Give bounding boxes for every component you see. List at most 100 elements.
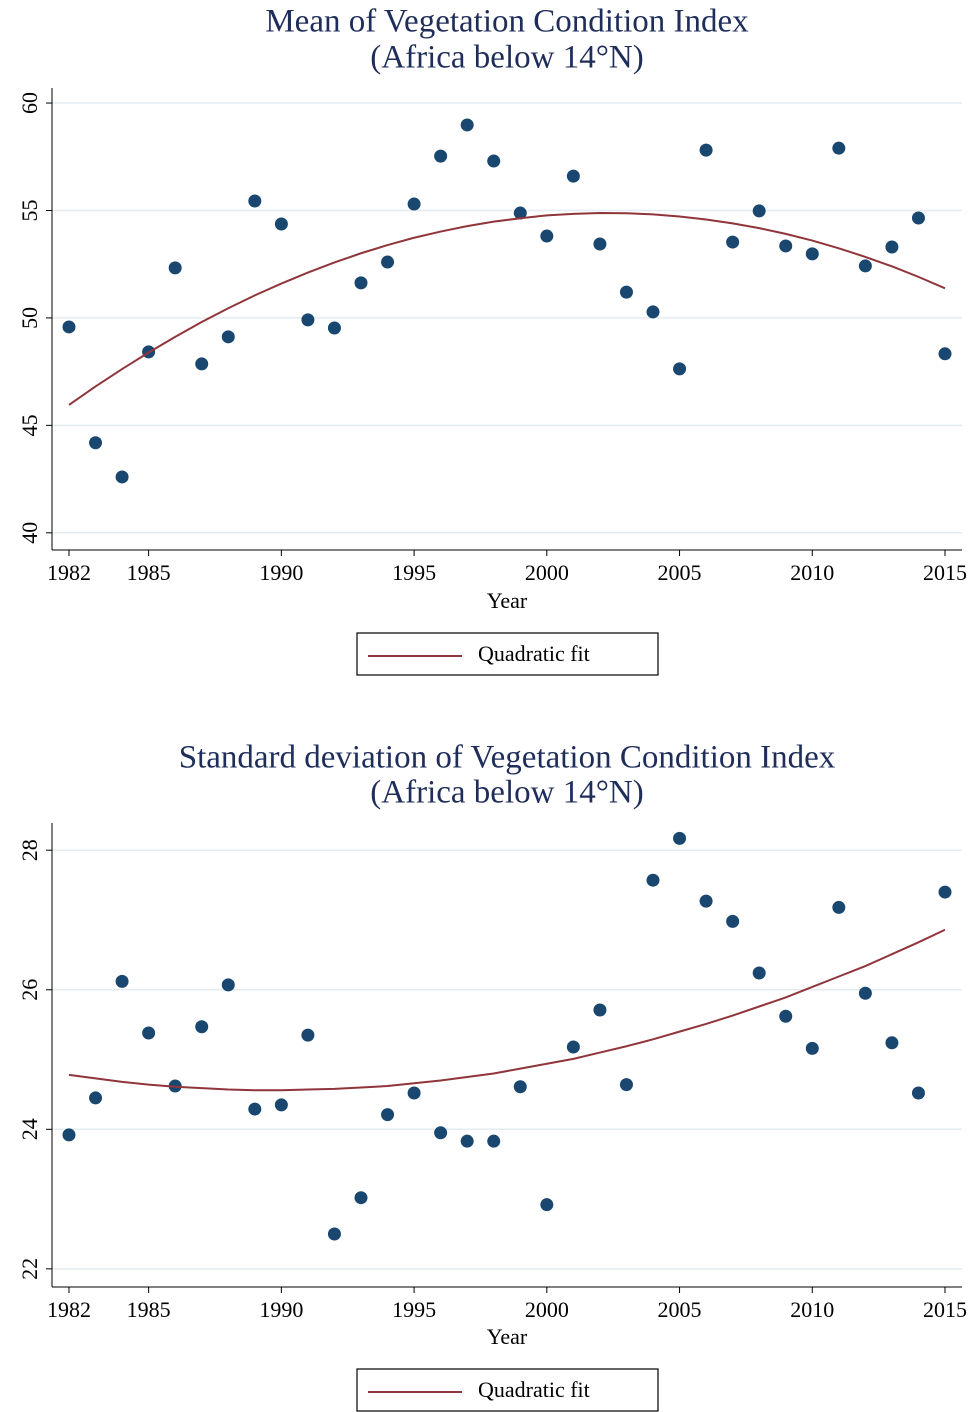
data-point — [62, 1128, 76, 1142]
x-tick-label: 2015 — [923, 560, 967, 585]
data-point — [646, 873, 660, 887]
data-point — [89, 1091, 103, 1105]
chart-title: Mean of Vegetation Condition Index — [265, 4, 749, 40]
data-point — [858, 259, 872, 273]
data-point — [248, 194, 262, 208]
data-point — [832, 900, 846, 914]
data-point — [938, 347, 952, 361]
y-tick-label: 55 — [17, 199, 42, 221]
legend-box — [356, 1368, 659, 1412]
data-point — [911, 1086, 925, 1100]
legend-label: Quadratic fit — [478, 1377, 590, 1402]
y-tick-label: 45 — [17, 414, 42, 436]
data-point — [142, 1026, 156, 1040]
data-point — [89, 436, 103, 450]
legend-box — [356, 632, 659, 676]
y-tick-label: 60 — [17, 92, 42, 114]
data-point — [460, 118, 474, 132]
data-point — [168, 261, 182, 275]
data-point — [805, 1041, 819, 1055]
y-tick-label: 26 — [17, 979, 42, 1001]
data-point — [540, 229, 554, 243]
data-point — [62, 320, 76, 334]
x-tick-label: 1985 — [127, 1297, 171, 1322]
data-point — [248, 1102, 262, 1116]
x-tick-label: 1990 — [259, 560, 303, 585]
chart-subtitle: (Africa below 14°N) — [370, 775, 643, 811]
y-tick-label: 28 — [17, 839, 42, 861]
data-point — [274, 1098, 288, 1112]
data-point — [832, 141, 846, 155]
x-tick-label: 2015 — [923, 1297, 967, 1322]
data-point — [460, 1134, 474, 1148]
data-point — [407, 197, 421, 211]
data-point — [619, 285, 633, 299]
data-point — [381, 1108, 395, 1122]
data-point — [885, 240, 899, 254]
data-point — [566, 169, 580, 183]
x-tick-label: 2005 — [658, 1297, 702, 1322]
data-point — [407, 1086, 421, 1100]
x-tick-label: 1982 — [47, 1297, 91, 1322]
data-point — [434, 1126, 448, 1140]
data-point — [858, 986, 872, 1000]
data-point — [699, 894, 713, 908]
data-point — [646, 305, 660, 319]
data-point — [911, 211, 925, 225]
data-point — [513, 1080, 527, 1094]
data-point — [327, 1227, 341, 1241]
data-point — [115, 470, 129, 484]
data-point — [327, 321, 341, 335]
y-tick-label: 50 — [17, 307, 42, 329]
fit-line — [68, 928, 946, 1092]
data-point — [593, 1003, 607, 1017]
chart-title: Standard deviation of Vegetation Conditi… — [179, 740, 836, 776]
data-point — [115, 974, 129, 988]
data-point — [354, 276, 368, 290]
data-point — [673, 362, 687, 376]
chart-subtitle: (Africa below 14°N) — [370, 40, 643, 76]
data-point — [805, 247, 819, 261]
data-point — [274, 217, 288, 231]
fit-line — [68, 212, 946, 406]
y-tick-label: 22 — [17, 1258, 42, 1280]
data-point — [540, 1198, 554, 1212]
data-point — [699, 143, 713, 157]
data-point — [566, 1040, 580, 1054]
x-tick-label: 2010 — [790, 560, 834, 585]
x-tick-label: 1982 — [47, 560, 91, 585]
x-axis-label: Year — [487, 588, 528, 613]
x-tick-label: 1985 — [127, 560, 171, 585]
data-point — [301, 313, 315, 327]
x-tick-label: 2000 — [525, 560, 569, 585]
legend-label: Quadratic fit — [478, 641, 590, 666]
data-point — [487, 154, 501, 168]
data-point — [593, 237, 607, 251]
y-tick-label: 40 — [17, 522, 42, 544]
x-tick-label: 1990 — [259, 1297, 303, 1322]
data-point — [195, 1020, 209, 1034]
x-tick-label: 1995 — [392, 1297, 436, 1322]
data-point — [619, 1078, 633, 1092]
x-tick-label: 2010 — [790, 1297, 834, 1322]
data-point — [752, 204, 766, 218]
x-tick-label: 2005 — [658, 560, 702, 585]
data-point — [726, 914, 740, 928]
data-point — [752, 966, 766, 980]
data-point — [673, 831, 687, 845]
data-point — [195, 357, 209, 371]
data-point — [301, 1028, 315, 1042]
data-point — [885, 1036, 899, 1050]
x-tick-label: 1995 — [392, 560, 436, 585]
data-point — [434, 149, 448, 163]
data-point — [779, 1009, 793, 1023]
data-point — [938, 885, 952, 899]
data-point — [487, 1134, 501, 1148]
data-point — [354, 1191, 368, 1205]
data-point — [221, 978, 235, 992]
data-point — [779, 239, 793, 253]
data-point — [381, 255, 395, 269]
data-point — [726, 235, 740, 249]
data-point — [221, 330, 235, 344]
